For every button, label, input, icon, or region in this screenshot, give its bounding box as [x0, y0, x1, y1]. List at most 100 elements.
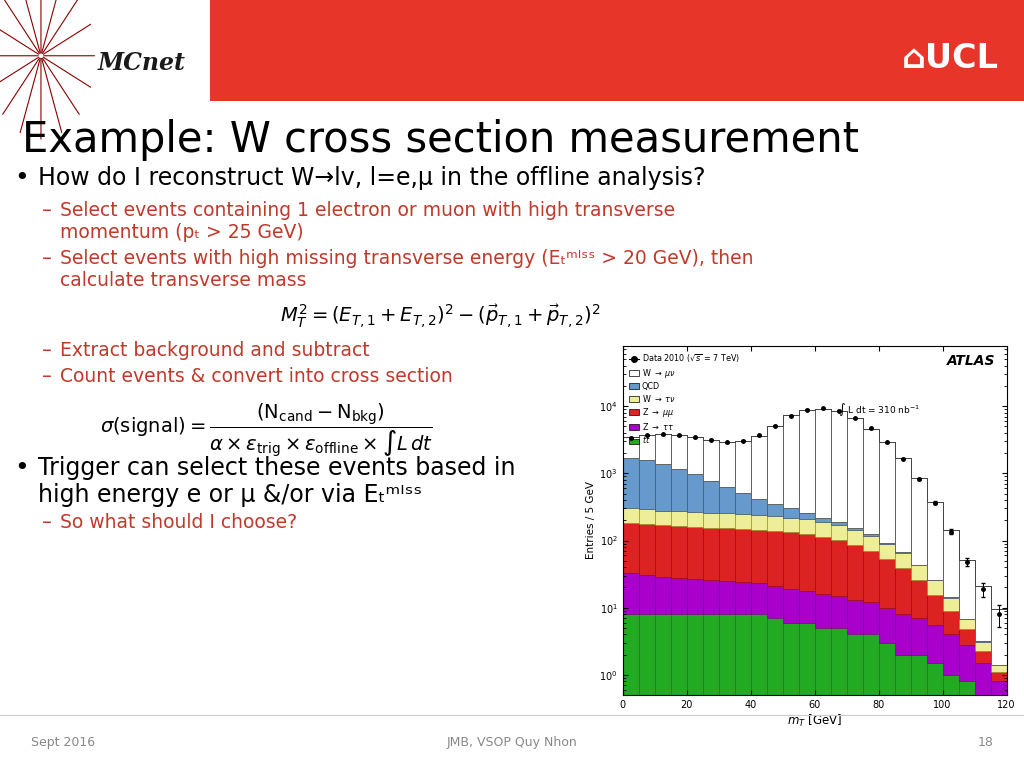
Bar — [895, 553, 910, 568]
Bar — [671, 468, 686, 511]
Bar — [830, 596, 847, 628]
Bar — [895, 654, 910, 768]
Bar — [782, 415, 799, 508]
Bar — [975, 663, 990, 695]
Bar — [990, 672, 1007, 681]
Y-axis label: Entries / 5 GeV: Entries / 5 GeV — [587, 482, 596, 559]
Text: ⌂UCL: ⌂UCL — [901, 42, 998, 75]
Bar — [751, 498, 767, 515]
Bar — [895, 458, 910, 552]
Bar — [734, 582, 751, 614]
Bar — [734, 441, 751, 492]
Text: –: – — [42, 249, 52, 268]
Bar — [910, 618, 927, 654]
Bar — [815, 537, 830, 594]
Bar — [719, 581, 734, 614]
Bar — [799, 410, 815, 513]
Bar — [654, 464, 671, 511]
Bar — [862, 429, 879, 535]
Bar — [879, 643, 895, 768]
Text: Trigger can select these events based in: Trigger can select these events based in — [38, 456, 515, 480]
Bar — [686, 475, 702, 512]
Bar — [623, 573, 639, 614]
Text: 18: 18 — [977, 736, 993, 749]
Bar — [639, 574, 654, 614]
Bar — [830, 628, 847, 768]
Text: high energy e or μ &/or via Eₜᵐᴵˢˢ: high energy e or μ &/or via Eₜᵐᴵˢˢ — [38, 483, 422, 507]
Bar — [862, 602, 879, 634]
Bar — [910, 565, 927, 580]
Bar — [702, 439, 719, 481]
Text: MCnet: MCnet — [97, 51, 185, 74]
Bar — [686, 614, 702, 768]
Bar — [702, 614, 719, 768]
Text: $M_T^2 = (E_{T,1} + E_{T,2})^2 - (\vec{p}_{T,1} + \vec{p}_{T,2})^2$: $M_T^2 = (E_{T,1} + E_{T,2})^2 - (\vec{p… — [280, 303, 600, 330]
Text: Select events containing 1 electron or muon with high transverse: Select events containing 1 electron or m… — [60, 201, 675, 220]
Bar — [702, 481, 719, 513]
Bar — [799, 623, 815, 768]
X-axis label: $m_T$ [GeV]: $m_T$ [GeV] — [787, 713, 842, 729]
Bar — [210, 0, 1024, 101]
Bar — [847, 530, 862, 545]
Bar — [862, 634, 879, 768]
Bar — [958, 560, 975, 618]
Bar — [767, 504, 782, 516]
Bar — [671, 511, 686, 526]
Bar — [719, 614, 734, 768]
Bar — [975, 695, 990, 768]
Bar — [990, 710, 1007, 768]
Bar — [847, 528, 862, 530]
Bar — [719, 514, 734, 528]
Bar — [639, 460, 654, 509]
Bar — [734, 528, 751, 582]
Bar — [734, 514, 751, 528]
Bar — [942, 634, 958, 675]
Bar — [815, 522, 830, 537]
Bar — [623, 508, 639, 523]
Bar — [782, 532, 799, 589]
Text: –: – — [42, 341, 52, 360]
Bar — [654, 525, 671, 577]
Bar — [958, 619, 975, 629]
Bar — [654, 577, 671, 614]
Bar — [767, 618, 782, 768]
Text: Count events & convert into cross section: Count events & convert into cross sectio… — [60, 367, 453, 386]
Bar — [879, 544, 895, 558]
Bar — [975, 650, 990, 663]
Bar — [942, 675, 958, 768]
Text: –: – — [42, 367, 52, 386]
Bar — [751, 515, 767, 530]
Bar — [942, 611, 958, 634]
Bar — [767, 425, 782, 504]
Text: So what should I choose?: So what should I choose? — [60, 513, 297, 531]
Text: $\sigma(\mathrm{signal}) = \dfrac{(\mathrm{N_{cand}} - \mathrm{N_{bkg}})}{\alpha: $\sigma(\mathrm{signal}) = \dfrac{(\math… — [100, 401, 433, 458]
Legend: Data 2010 ($\sqrt{s}$ = 7 TeV), W $\rightarrow$ $\mu\nu$, QCD, W $\rightarrow$ $: Data 2010 ($\sqrt{s}$ = 7 TeV), W $\righ… — [627, 349, 742, 449]
Text: Example: W cross section measurement: Example: W cross section measurement — [22, 119, 859, 161]
Bar — [815, 594, 830, 628]
Bar — [751, 584, 767, 614]
Bar — [719, 442, 734, 487]
Bar — [782, 508, 799, 518]
Bar — [799, 535, 815, 591]
Bar — [879, 558, 895, 607]
Bar — [751, 530, 767, 584]
Bar — [623, 523, 639, 573]
Text: JMB, VSOP Quy Nhon: JMB, VSOP Quy Nhon — [446, 736, 578, 749]
Bar — [910, 478, 927, 564]
Text: $\int$ L dt = 310 nb$^{-1}$: $\int$ L dt = 310 nb$^{-1}$ — [838, 402, 920, 419]
Text: momentum (pₜ > 25 GeV): momentum (pₜ > 25 GeV) — [60, 223, 304, 242]
Bar — [751, 614, 767, 768]
Bar — [815, 518, 830, 522]
Bar — [782, 623, 799, 768]
Bar — [782, 518, 799, 532]
Bar — [623, 614, 639, 768]
Text: Extract background and subtract: Extract background and subtract — [60, 341, 370, 360]
Text: Select events with high missing transverse energy (Eₜᵐᴵˢˢ > 20 GeV), then: Select events with high missing transver… — [60, 249, 754, 268]
Bar — [975, 642, 990, 650]
Bar — [830, 540, 847, 596]
Bar — [654, 511, 671, 525]
Bar — [623, 458, 639, 508]
Bar — [686, 527, 702, 579]
Bar — [942, 530, 958, 598]
Text: •: • — [14, 456, 29, 480]
